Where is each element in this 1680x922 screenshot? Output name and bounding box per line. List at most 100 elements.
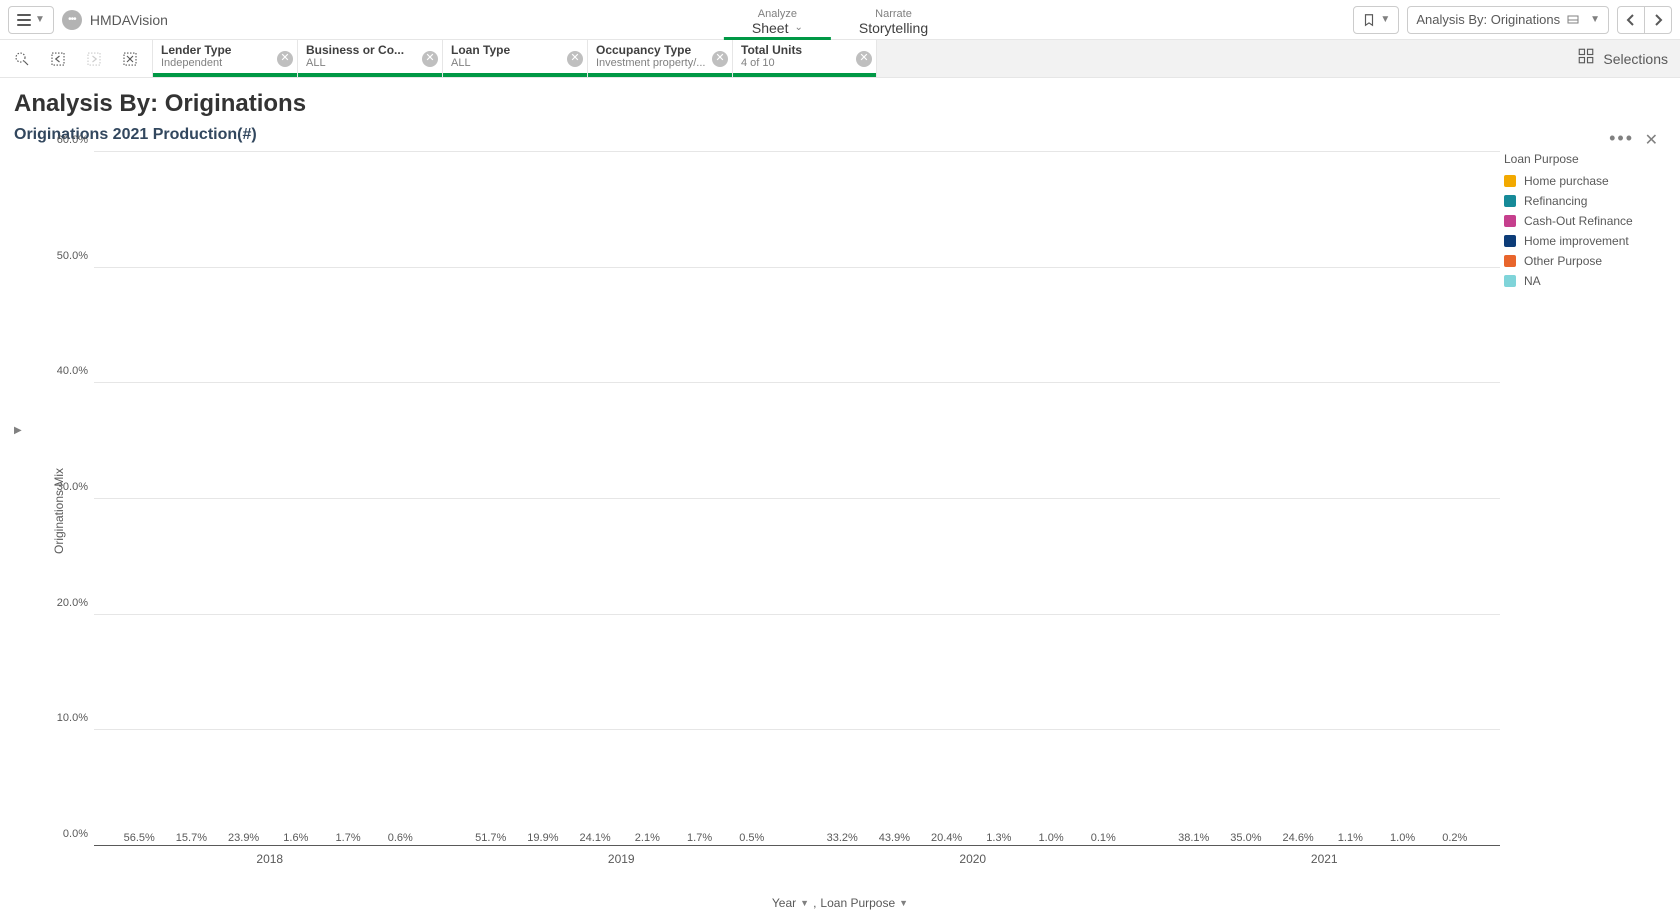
y-tick: 30.0% [57, 481, 94, 493]
bar-value-label: 1.1% [1338, 832, 1363, 844]
gridline [94, 614, 1500, 615]
chevron-down-icon: ▼ [1380, 14, 1390, 25]
sheet-body: Originations 2021 Production(#) ••• ✕ ▶ … [0, 124, 1680, 920]
chevron-down-icon: ▼ [1590, 14, 1600, 25]
y-expand-button[interactable]: ▶ [14, 425, 22, 436]
gridline [94, 151, 1500, 152]
bar-value-label: 20.4% [931, 832, 962, 844]
bar-value-label: 56.5% [124, 832, 155, 844]
bar-value-label: 51.7% [475, 832, 506, 844]
clear-selections-button[interactable] [116, 45, 144, 73]
bookmark-button[interactable]: ▼ [1353, 6, 1399, 34]
tab-narrate-storytelling[interactable]: NarrateStorytelling [831, 6, 956, 40]
bar-value-label: 0.1% [1091, 832, 1116, 844]
chevron-down-icon: ⌄ [794, 22, 802, 33]
selections-spacer [877, 40, 1565, 77]
legend-label: Other Purpose [1524, 254, 1602, 268]
y-tick: 40.0% [57, 365, 94, 377]
tab-line1: Analyze [752, 8, 803, 20]
sheet-dropdown[interactable]: Analysis By: Originations ▼ [1407, 6, 1609, 34]
chip-clear-button[interactable]: ✕ [422, 51, 438, 67]
legend-swatch [1504, 175, 1516, 187]
chevron-left-icon [1626, 14, 1636, 26]
bar-value-label: 24.1% [580, 832, 611, 844]
chip-title: Loan Type [451, 43, 565, 57]
bar-value-label: 0.6% [388, 832, 413, 844]
selections-panel-button[interactable] [1577, 47, 1595, 70]
step-forward-button[interactable] [80, 45, 108, 73]
chip-subtitle: ALL [451, 57, 565, 69]
bar-group: 51.7%19.9%24.1%2.1%1.7%0.5% [446, 152, 798, 846]
x-dim-2[interactable]: Loan Purpose [820, 896, 895, 910]
chip-clear-button[interactable]: ✕ [567, 51, 583, 67]
chart-close-button[interactable]: ✕ [1641, 128, 1662, 152]
y-tick: 60.0% [57, 134, 94, 146]
legend-item[interactable]: Other Purpose [1504, 254, 1662, 268]
bar-chart: Originations 2021 Production(#) ••• ✕ ▶ … [10, 124, 1670, 910]
chip-subtitle: Independent [161, 57, 275, 69]
dashed-search-icon [13, 50, 31, 68]
legend-label: NA [1524, 274, 1541, 288]
next-sheet-button[interactable] [1644, 6, 1672, 34]
legend-item[interactable]: Cash-Out Refinance [1504, 214, 1662, 228]
chip-title: Total Units [741, 43, 854, 57]
x-tick: 2019 [446, 846, 798, 870]
selection-chip[interactable]: Lender TypeIndependent✕ [152, 40, 297, 77]
selections-label[interactable]: Selections [1603, 51, 1668, 67]
y-tick: 20.0% [57, 597, 94, 609]
chip-clear-button[interactable]: ✕ [856, 51, 872, 67]
bar-group: 38.1%35.0%24.6%1.1%1.0%0.2% [1149, 152, 1501, 846]
legend-swatch [1504, 255, 1516, 267]
gridline [94, 498, 1500, 499]
bars: 33.2%43.9%20.4%1.3%1.0%0.1% [818, 152, 1127, 846]
bar-value-label: 19.9% [527, 832, 558, 844]
chip-title: Lender Type [161, 43, 275, 57]
selection-chip[interactable]: Total Units4 of 10✕ [732, 40, 877, 77]
chip-subtitle: Investment property/... [596, 57, 710, 69]
legend-item[interactable]: NA [1504, 274, 1662, 288]
bar-value-label: 23.9% [228, 832, 259, 844]
app-name: HMDAVision [90, 12, 168, 28]
bookmark-icon [1362, 13, 1376, 27]
bar-value-label: 0.2% [1442, 832, 1467, 844]
x-tick: 2021 [1149, 846, 1501, 870]
dashed-undo-icon [49, 50, 67, 68]
selection-chip[interactable]: Business or Co...ALL✕ [297, 40, 442, 77]
bar-value-label: 1.3% [986, 832, 1011, 844]
hamburger-icon [17, 14, 31, 26]
legend-label: Cash-Out Refinance [1524, 214, 1633, 228]
bar-value-label: 2.1% [635, 832, 660, 844]
x-dim-1[interactable]: Year [772, 896, 796, 910]
bar-group: 33.2%43.9%20.4%1.3%1.0%0.1% [797, 152, 1149, 846]
chart-title: Originations 2021 Production(#) [14, 126, 257, 144]
tab-line2: Storytelling [859, 20, 928, 36]
bars: 51.7%19.9%24.1%2.1%1.7%0.5% [467, 152, 776, 846]
sheet-icon [1566, 14, 1580, 26]
tab-analyze-sheet[interactable]: AnalyzeSheet⌄ [724, 6, 831, 40]
legend-swatch [1504, 215, 1516, 227]
chart-more-button[interactable]: ••• [1609, 128, 1634, 149]
chart-plot: 56.5%15.7%23.9%1.6%1.7%0.6%51.7%19.9%24.… [94, 152, 1500, 846]
gridline [94, 382, 1500, 383]
bar-value-label: 1.6% [283, 832, 308, 844]
chevron-down-icon: ▼ [899, 898, 908, 908]
tab-line1: Narrate [859, 8, 928, 20]
legend-swatch [1504, 195, 1516, 207]
center-tabs: AnalyzeSheet⌄NarrateStorytelling [724, 0, 956, 40]
prev-sheet-button[interactable] [1617, 6, 1645, 34]
chevron-right-icon [1653, 14, 1663, 26]
bars: 56.5%15.7%23.9%1.6%1.7%0.6% [115, 152, 424, 846]
chip-clear-button[interactable]: ✕ [277, 51, 293, 67]
legend-item[interactable]: Home purchase [1504, 174, 1662, 188]
chip-title: Business or Co... [306, 43, 420, 57]
legend-label: Home improvement [1524, 234, 1629, 248]
legend-item[interactable]: Home improvement [1504, 234, 1662, 248]
chip-clear-button[interactable]: ✕ [712, 51, 728, 67]
smart-search-button[interactable] [8, 45, 36, 73]
selection-chip[interactable]: Loan TypeALL✕ [442, 40, 587, 77]
legend-item[interactable]: Refinancing [1504, 194, 1662, 208]
step-back-button[interactable] [44, 45, 72, 73]
menu-button[interactable]: ▼ [8, 6, 54, 34]
sheet-title: Analysis By: Originations [14, 90, 1666, 118]
selection-chip[interactable]: Occupancy TypeInvestment property/...✕ [587, 40, 732, 77]
